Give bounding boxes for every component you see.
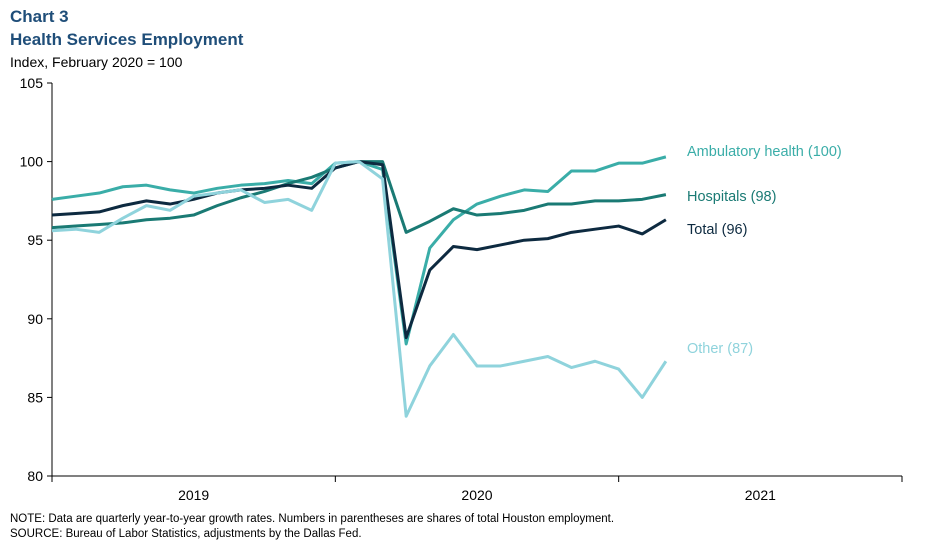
series-line: [51, 160, 668, 418]
source: SOURCE: Bureau of Labor Statistics, adju…: [10, 528, 362, 540]
y-tick-label: 90: [27, 311, 43, 327]
series-label: Total (96): [687, 222, 747, 238]
y-tick-label: 100: [20, 154, 44, 170]
y-axis-label: Index, February 2020 = 100: [10, 54, 183, 70]
x-tick-label: 2021: [745, 487, 776, 503]
chart-subtitle: Health Services Employment: [10, 30, 244, 49]
series-line: [51, 160, 667, 340]
y-tick-label: 95: [27, 232, 43, 248]
note: NOTE: Data are quarterly year-to-year gr…: [10, 513, 614, 525]
series-label: Hospitals (98): [687, 189, 776, 205]
x-tick-label: 2019: [178, 487, 209, 503]
y-tick-label: 85: [27, 389, 43, 405]
y-tick-label: 80: [27, 468, 43, 484]
series-label: Other (87): [687, 341, 753, 357]
series-label: Ambulatory health (100): [687, 144, 842, 160]
chart-title: Chart 3: [10, 7, 69, 26]
y-tick-label: 105: [20, 75, 44, 91]
series-line: [51, 155, 667, 346]
x-tick-label: 2020: [461, 487, 492, 503]
